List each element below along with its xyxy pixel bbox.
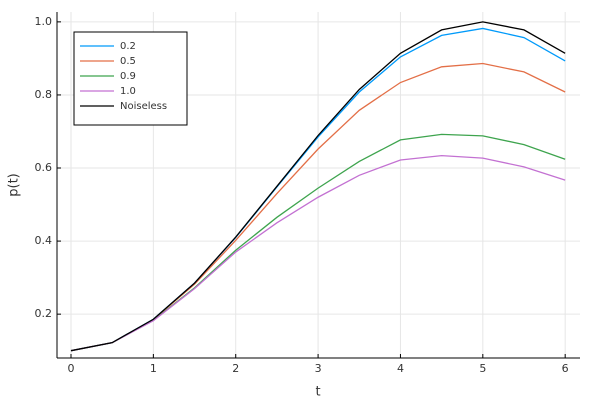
x-tick-label: 5 (479, 362, 486, 375)
y-tick-label: 0.8 (35, 88, 53, 101)
y-tick-label: 0.4 (35, 234, 53, 247)
legend-box (73, 31, 188, 126)
x-tick-label: 4 (397, 362, 404, 375)
y-tick-label: 1.0 (35, 15, 53, 28)
x-tick-label: 0 (68, 362, 75, 375)
series-line (70, 154, 566, 352)
legend-label: 0.5 (120, 56, 136, 67)
x-tick-label: 1 (150, 362, 157, 375)
x-tick-label: 2 (232, 362, 239, 375)
legend-label: 0.9 (120, 71, 136, 82)
series-line (70, 21, 566, 352)
legend-label: 1.0 (120, 86, 136, 97)
x-tick-label: 6 (562, 362, 569, 375)
y-tick-label: 0.2 (35, 307, 53, 320)
x-axis-label: t (315, 385, 320, 400)
y-tick-label: 0.6 (35, 161, 53, 174)
x-tick-label: 3 (315, 362, 322, 375)
y-axis-label: p(t) (7, 173, 22, 197)
legend-label: 0.2 (120, 41, 136, 52)
legend-label: Noiseless (120, 101, 167, 112)
